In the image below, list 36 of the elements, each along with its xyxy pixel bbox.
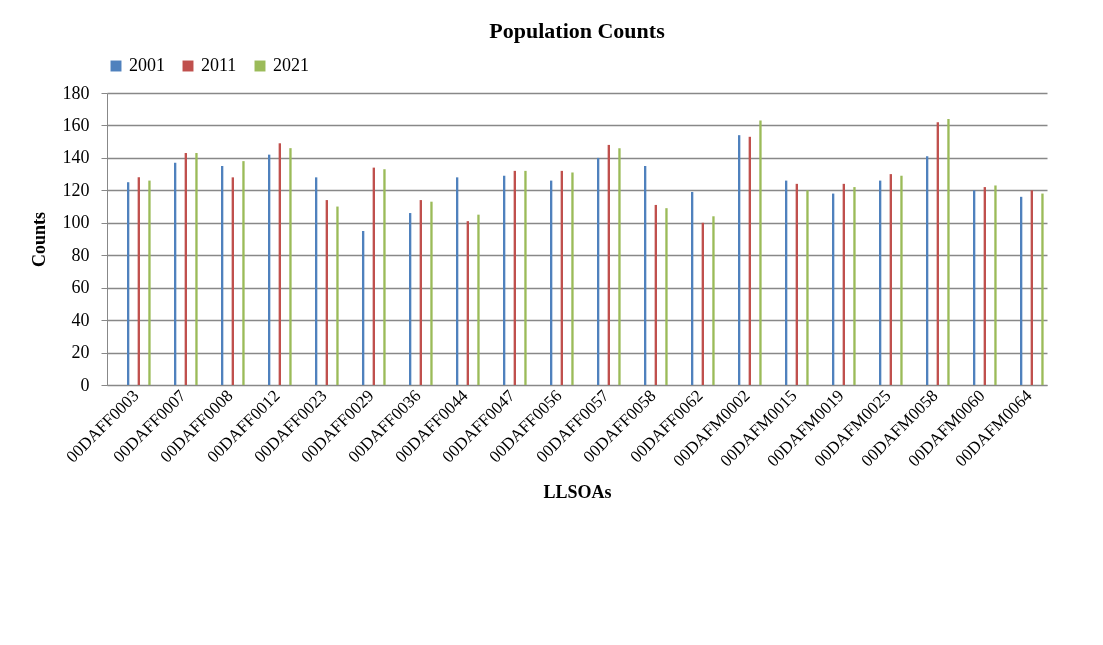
legend-label: 2021 [273,55,309,75]
bar [665,208,668,385]
bar [430,201,433,385]
bar [477,214,480,385]
bar [336,206,339,385]
chart-title: Population Counts [489,18,666,43]
bar [383,169,386,385]
bar [994,185,997,385]
bar [759,120,762,385]
bar [618,148,621,385]
bar [242,161,245,385]
y-tick-label: 40 [71,309,90,330]
y-tick-label: 60 [71,277,90,298]
y-tick-label: 0 [80,374,90,395]
legend-label: 2001 [129,55,165,75]
y-tick-label: 20 [71,342,90,363]
bar [195,153,198,385]
bar [900,175,903,385]
legend-label: 2011 [201,55,237,75]
y-tick-label: 140 [62,147,90,168]
bar [289,148,292,385]
bar [853,187,856,385]
y-tick-label: 80 [71,244,90,265]
bar [806,190,809,385]
bar [1041,193,1044,385]
x-axis-title: LLSOAs [543,481,612,502]
bar [947,118,950,385]
y-tick-label: 160 [62,114,90,135]
y-tick-label: 100 [62,212,90,233]
bar [148,180,151,385]
bar [524,170,527,385]
y-tick-label: 120 [62,179,90,200]
y-tick-label: 180 [62,82,90,103]
y-axis-title: Counts [28,211,49,268]
bar [571,172,574,385]
bar [712,216,715,385]
